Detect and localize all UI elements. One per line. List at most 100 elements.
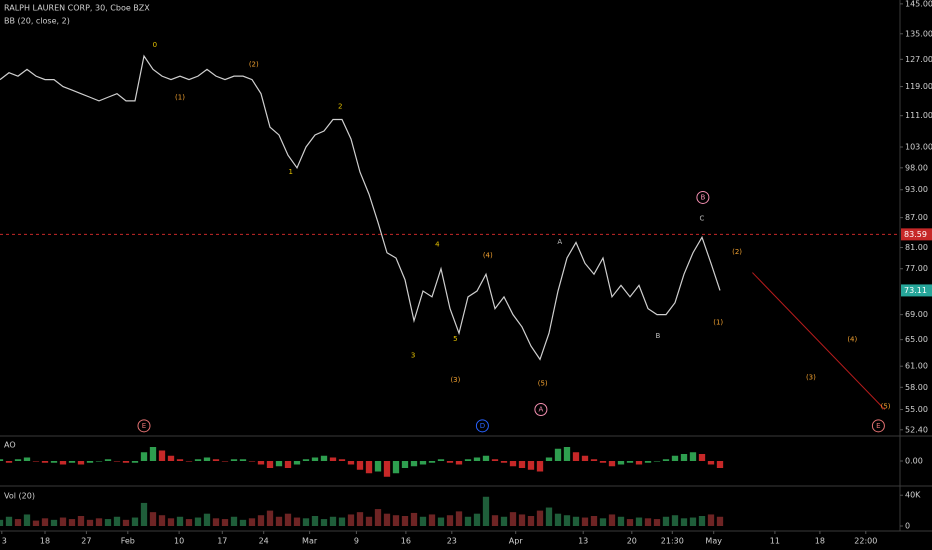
- bar: [248, 518, 256, 526]
- wave-label: (1): [713, 319, 723, 327]
- bar: [113, 461, 121, 462]
- bar: [77, 516, 85, 526]
- bar: [536, 510, 544, 526]
- bar: [140, 452, 148, 461]
- bar: [23, 514, 31, 526]
- y-tick-label: 98.00: [905, 163, 928, 172]
- bar: [410, 512, 418, 526]
- bar: [257, 461, 265, 465]
- x-tick-label: 18: [815, 537, 825, 546]
- bar: [455, 511, 463, 526]
- bar: [662, 516, 670, 526]
- bar: [185, 519, 193, 526]
- bar: [365, 461, 373, 474]
- bar: [284, 513, 292, 526]
- x-tick-label: 11: [770, 537, 780, 546]
- bar: [608, 461, 616, 467]
- wave-label: E: [876, 422, 880, 430]
- bar: [500, 461, 508, 463]
- x-tick-label: 23: [447, 537, 457, 546]
- wave-label: 3: [411, 351, 415, 359]
- wave-label: A: [539, 406, 544, 414]
- bar: [410, 461, 418, 467]
- bar: [149, 512, 157, 526]
- bar: [14, 459, 22, 461]
- bar: [50, 519, 58, 526]
- wave-circle: [475, 419, 489, 433]
- bar: [428, 461, 436, 463]
- bar: [302, 459, 310, 461]
- price-tag-label: 73.11: [904, 286, 927, 295]
- price-tag: [901, 284, 932, 297]
- x-tick-label: 13: [578, 537, 588, 546]
- bar: [167, 455, 175, 461]
- x-tick-label: 21:30: [661, 537, 684, 546]
- bar: [176, 516, 184, 526]
- bar: [59, 517, 67, 526]
- pane-title: AO: [4, 441, 16, 450]
- bar: [455, 461, 463, 465]
- bar: [5, 516, 13, 526]
- x-tick-label: 18: [40, 537, 50, 546]
- y-tick-label: 119.00: [905, 82, 932, 91]
- bar: [572, 516, 580, 526]
- bar: [392, 461, 400, 474]
- wave-label: (1): [175, 93, 185, 101]
- bar: [428, 514, 436, 526]
- bar: [320, 519, 328, 526]
- bar: [239, 519, 247, 526]
- bar: [347, 461, 355, 465]
- bar: [563, 447, 571, 461]
- bar: [149, 447, 157, 461]
- bar: [599, 518, 607, 526]
- bar: [176, 459, 184, 461]
- bar: [122, 461, 130, 463]
- wave-circle: [696, 190, 710, 204]
- bar: [473, 513, 481, 526]
- bar: [41, 461, 49, 463]
- bar: [527, 516, 535, 526]
- bar: [329, 457, 337, 461]
- bar: [230, 459, 238, 461]
- bar: [581, 455, 589, 461]
- wave-label: (3): [806, 373, 816, 381]
- bar: [419, 461, 427, 465]
- bar: [212, 459, 220, 461]
- wave-label: 4: [435, 240, 440, 248]
- bar: [95, 518, 103, 526]
- bar: [122, 519, 130, 526]
- bar: [104, 519, 112, 526]
- bar: [203, 513, 211, 526]
- bar: [689, 517, 697, 526]
- wave-label: D: [480, 422, 485, 430]
- bar: [275, 461, 283, 467]
- price-tag-label: 83.59: [904, 230, 927, 239]
- y-tick-label: 103.00: [905, 142, 932, 151]
- bar: [86, 519, 94, 526]
- x-tick-label: Mar: [302, 537, 318, 546]
- bar: [680, 454, 688, 461]
- bar: [545, 507, 553, 526]
- bar: [689, 452, 697, 461]
- bar: [482, 496, 490, 526]
- bar: [356, 512, 364, 526]
- bar: [599, 461, 607, 463]
- bar: [446, 461, 454, 463]
- bar: [635, 517, 643, 526]
- bar: [338, 459, 346, 461]
- y-tick-label: 58.00: [905, 383, 928, 392]
- x-tick-label: 22:00: [854, 537, 877, 546]
- x-tick-label: 10: [174, 537, 184, 546]
- bar: [338, 517, 346, 526]
- bar: [383, 513, 391, 526]
- y-tick-label: 65.00: [905, 335, 928, 344]
- wave-circle: [534, 403, 548, 417]
- bar: [581, 517, 589, 526]
- x-tick-label: 27: [81, 537, 91, 546]
- bar: [698, 516, 706, 526]
- wave-label: (4): [483, 251, 493, 259]
- bar: [203, 457, 211, 461]
- bar: [545, 457, 553, 461]
